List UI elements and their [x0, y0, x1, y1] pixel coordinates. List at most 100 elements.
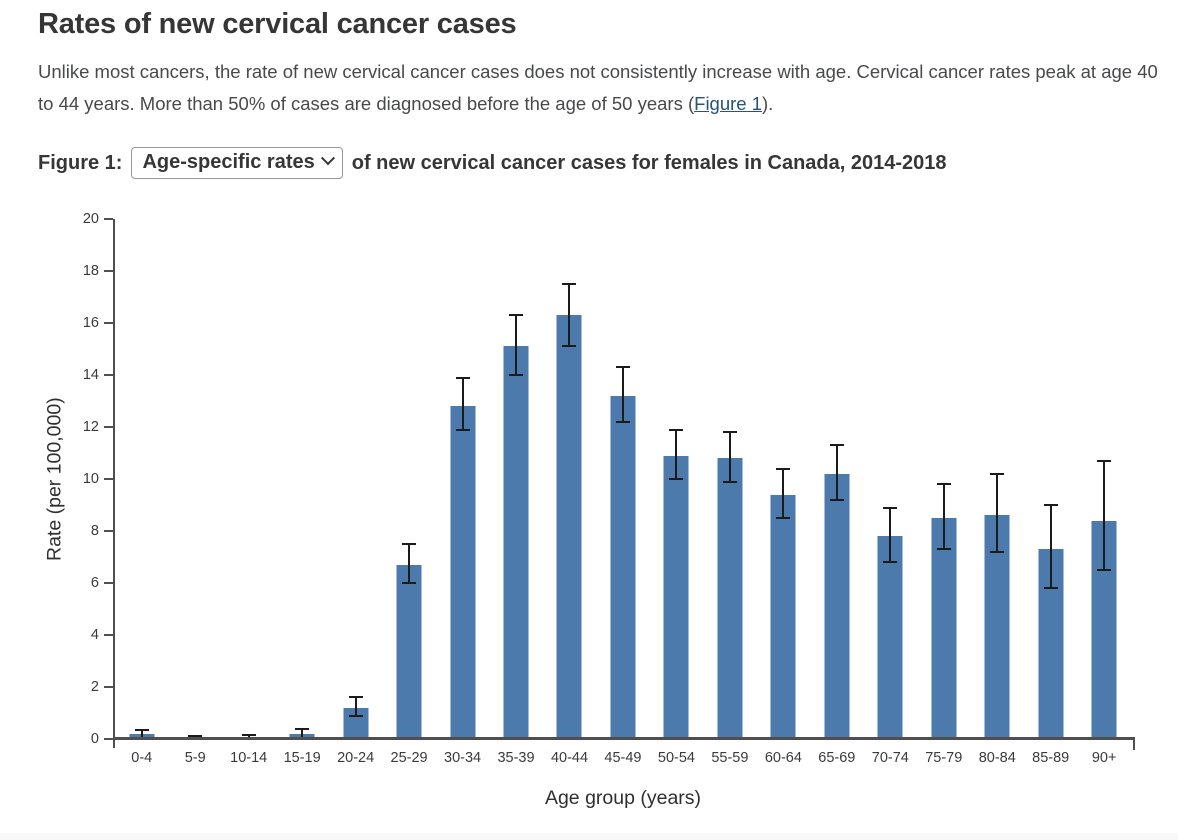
x-axis-line — [113, 737, 1135, 740]
error-bar-cap — [562, 345, 577, 348]
page-title: Rates of new cervical cancer cases — [38, 8, 517, 40]
error-bar-cap — [669, 428, 684, 431]
bar — [824, 473, 850, 739]
error-bar-cap — [455, 376, 470, 379]
error-bar-cap — [455, 428, 470, 431]
x-tick-label: 35-39 — [497, 750, 535, 766]
x-tick-label: 80-84 — [978, 750, 1016, 766]
x-tick-label: 30-34 — [444, 750, 482, 766]
error-bar-line — [354, 697, 357, 716]
error-bar-cap — [669, 478, 684, 480]
y-tick-label: 16 — [82, 315, 99, 331]
x-tick-label: 10-14 — [230, 750, 268, 766]
error-bar-line — [408, 544, 411, 583]
error-bar-cap — [615, 366, 630, 369]
y-tick-label: 8 — [90, 523, 99, 539]
error-bar-line — [782, 468, 785, 518]
error-bar-cap — [990, 472, 1005, 475]
error-bar-line — [515, 315, 518, 375]
y-tick-mark — [104, 218, 113, 220]
error-bar-line — [568, 284, 571, 347]
error-bar-cap — [990, 550, 1005, 553]
y-tick-label: 14 — [82, 367, 99, 383]
bar-slot: 25-29 — [382, 219, 435, 766]
figure-caption: Figure 1: Age-specific rates of new cerv… — [38, 147, 1158, 179]
bar-slot: 30-34 — [436, 219, 489, 766]
bar — [770, 494, 796, 739]
y-tick-label: 10 — [82, 471, 99, 487]
bar-slot: 35-39 — [489, 219, 542, 766]
error-bar-cap — [1097, 569, 1112, 571]
error-bar-line — [996, 473, 999, 552]
error-bar-line — [1103, 460, 1106, 570]
next-section-edge — [0, 833, 1178, 840]
x-tick-label: 90+ — [1091, 750, 1117, 766]
error-bar-cap — [829, 444, 844, 447]
bar — [503, 346, 529, 739]
error-bar-line — [889, 507, 892, 563]
y-tick-mark — [104, 426, 113, 428]
y-tick-label: 2 — [90, 679, 99, 695]
error-bar-cap — [348, 714, 363, 717]
error-bar-cap — [241, 734, 256, 737]
error-bar-cap — [1043, 504, 1058, 506]
chevron-down-icon — [320, 151, 335, 166]
figure-1-link[interactable]: Figure 1 — [694, 93, 763, 114]
bar-slot: 0-4 — [115, 219, 168, 766]
x-axis-title: Age group (years) — [544, 787, 702, 809]
bar-slot: 10-14 — [222, 219, 275, 766]
bar — [717, 458, 743, 739]
y-tick-mark — [104, 634, 113, 636]
x-tick-label: 60-64 — [764, 750, 802, 766]
bar-slot: 70-74 — [864, 219, 917, 766]
bar-slot: 55-59 — [703, 219, 756, 766]
figure-label: Figure 1: — [38, 151, 123, 174]
error-bar-cap — [509, 374, 524, 376]
error-bar-line — [461, 377, 464, 430]
bar-slot: 50-54 — [650, 219, 703, 766]
error-bar-cap — [829, 498, 844, 501]
bar — [877, 536, 903, 739]
error-bar-cap — [295, 727, 310, 730]
bar — [556, 315, 582, 739]
y-tick-mark — [104, 322, 113, 324]
bar-slot: 60-64 — [757, 219, 810, 766]
bar — [663, 455, 689, 739]
bar-slot: 65-69 — [810, 219, 863, 766]
y-axis-line — [113, 219, 115, 748]
bar — [396, 564, 422, 739]
bar-slots: 0-4 5-9 10-14 15-19 20-24 25-29 30-34 35-39 40-4… — [115, 219, 1131, 766]
error-bar-cap — [509, 314, 524, 317]
x-tick-label: 70-74 — [871, 750, 909, 766]
intro-text-after: ). — [762, 93, 774, 114]
rate-type-dropdown[interactable]: Age-specific rates — [131, 147, 343, 179]
intro-paragraph: Unlike most cancers, the rate of new cer… — [38, 56, 1158, 120]
x-tick-label: 65-69 — [818, 750, 856, 766]
bar-slot: 20-24 — [329, 219, 382, 766]
bar-slot: 85-89 — [1024, 219, 1077, 766]
bar — [931, 518, 957, 739]
bar-slot: 40-44 — [543, 219, 596, 766]
y-tick-label: 6 — [90, 575, 99, 591]
x-tick-label: 15-19 — [283, 750, 321, 766]
y-tick-label: 4 — [90, 627, 99, 643]
error-bar-cap — [883, 561, 898, 564]
y-tick-mark — [104, 582, 113, 584]
error-bar-cap — [1043, 587, 1058, 590]
error-bar-line — [140, 729, 143, 738]
x-tick-label: 20-24 — [337, 750, 375, 766]
error-bar-cap — [1097, 459, 1112, 462]
y-tick-mark — [104, 738, 113, 740]
y-tick-mark — [104, 478, 113, 480]
error-bar-cap — [722, 431, 737, 434]
x-tick-label: 45-49 — [604, 750, 642, 766]
x-tick-label: 40-44 — [550, 750, 589, 766]
y-tick-mark — [104, 374, 113, 376]
x-tick-label: 55-59 — [711, 750, 749, 766]
y-tick-mark — [104, 270, 113, 272]
rate-type-dropdown-value: Age-specific rates — [142, 151, 315, 173]
bar-slot: 5-9 — [168, 219, 221, 766]
error-bar-line — [835, 445, 838, 500]
y-tick-label: 12 — [82, 419, 99, 435]
error-bar-line — [942, 484, 945, 550]
